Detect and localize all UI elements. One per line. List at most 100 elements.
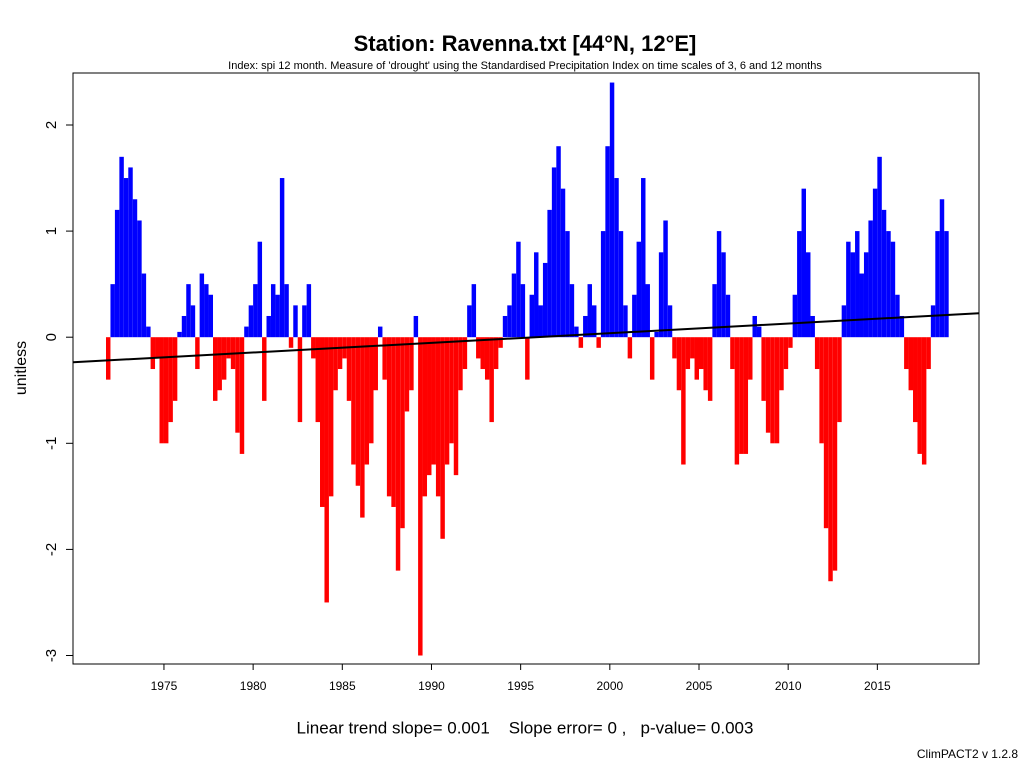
bar (770, 337, 775, 444)
bar (382, 337, 387, 380)
bar (315, 337, 321, 423)
y-tick-label: 0 (43, 333, 60, 341)
bar (217, 337, 222, 391)
bar (739, 337, 744, 454)
bar (119, 156, 124, 338)
bar (748, 337, 753, 380)
bar (195, 337, 200, 370)
bar (351, 337, 356, 465)
bar (828, 337, 833, 582)
bar (663, 220, 668, 338)
bar (105, 337, 111, 380)
bar (632, 294, 637, 338)
bar (484, 337, 490, 380)
y-axis-label: unitless (13, 341, 30, 395)
y-tick-label: 2 (43, 121, 60, 129)
bar (253, 284, 258, 338)
bar (872, 188, 878, 338)
bar (649, 337, 655, 380)
bar (551, 167, 557, 338)
bar (712, 284, 717, 338)
bar (306, 284, 312, 338)
bar (681, 337, 686, 465)
bar (364, 337, 370, 465)
bar (502, 315, 508, 338)
bar (511, 273, 517, 338)
bar (895, 294, 900, 338)
x-tick-label: 2000 (596, 679, 623, 693)
bar (801, 188, 807, 338)
bar (645, 284, 650, 338)
bar (186, 284, 191, 338)
bar (609, 82, 615, 338)
y-tick-label: -3 (43, 649, 60, 662)
bar (498, 337, 503, 348)
bar (614, 178, 619, 338)
bar (324, 337, 329, 603)
bar (930, 305, 936, 338)
bar (275, 294, 280, 338)
bar (520, 284, 526, 338)
bar (743, 337, 749, 454)
bar (814, 337, 820, 370)
bar (547, 209, 552, 338)
bar (569, 284, 575, 338)
bar (293, 305, 298, 338)
bar (449, 337, 454, 444)
bar (346, 337, 352, 401)
bar (386, 337, 392, 497)
bar (128, 167, 133, 338)
bar (431, 337, 436, 465)
bar (248, 305, 254, 338)
x-tick-label: 1975 (151, 679, 178, 693)
bar (333, 337, 338, 391)
bar (806, 252, 811, 338)
bar (284, 284, 289, 338)
y-tick-label: 1 (43, 227, 60, 235)
bar (150, 337, 156, 370)
bar (694, 337, 699, 380)
bar (658, 252, 664, 338)
bar (435, 337, 441, 497)
bar (904, 337, 909, 370)
bar (819, 337, 824, 444)
bar (208, 294, 214, 338)
x-tick-label: 2010 (775, 679, 802, 693)
bar (395, 337, 401, 571)
bar (641, 178, 646, 338)
y-tick-label: -2 (43, 543, 60, 556)
bar (529, 294, 535, 338)
bar (676, 337, 682, 391)
bar (190, 305, 196, 338)
bar (297, 337, 303, 423)
bar (400, 337, 405, 529)
bar (944, 231, 949, 338)
bar (788, 337, 793, 348)
bar (618, 231, 624, 338)
bar (538, 305, 543, 338)
bar (837, 337, 842, 423)
bar (355, 337, 361, 486)
bar (141, 273, 147, 338)
bar (221, 337, 227, 380)
x-tick-label: 2015 (864, 679, 891, 693)
bar (913, 337, 918, 423)
bar (690, 337, 695, 359)
bar (467, 305, 472, 338)
bar (226, 337, 231, 359)
bar (935, 231, 940, 338)
bar (377, 326, 383, 338)
bar (427, 337, 432, 476)
bar (890, 241, 896, 338)
bar (137, 220, 142, 338)
x-tick-label: 1980 (240, 679, 267, 693)
bar (756, 326, 762, 338)
bar (453, 337, 459, 476)
bar (797, 231, 802, 338)
bar (239, 337, 245, 454)
bar (444, 337, 450, 465)
bar (110, 284, 115, 338)
bar (360, 337, 365, 518)
bar (279, 178, 285, 338)
bar (132, 199, 138, 338)
